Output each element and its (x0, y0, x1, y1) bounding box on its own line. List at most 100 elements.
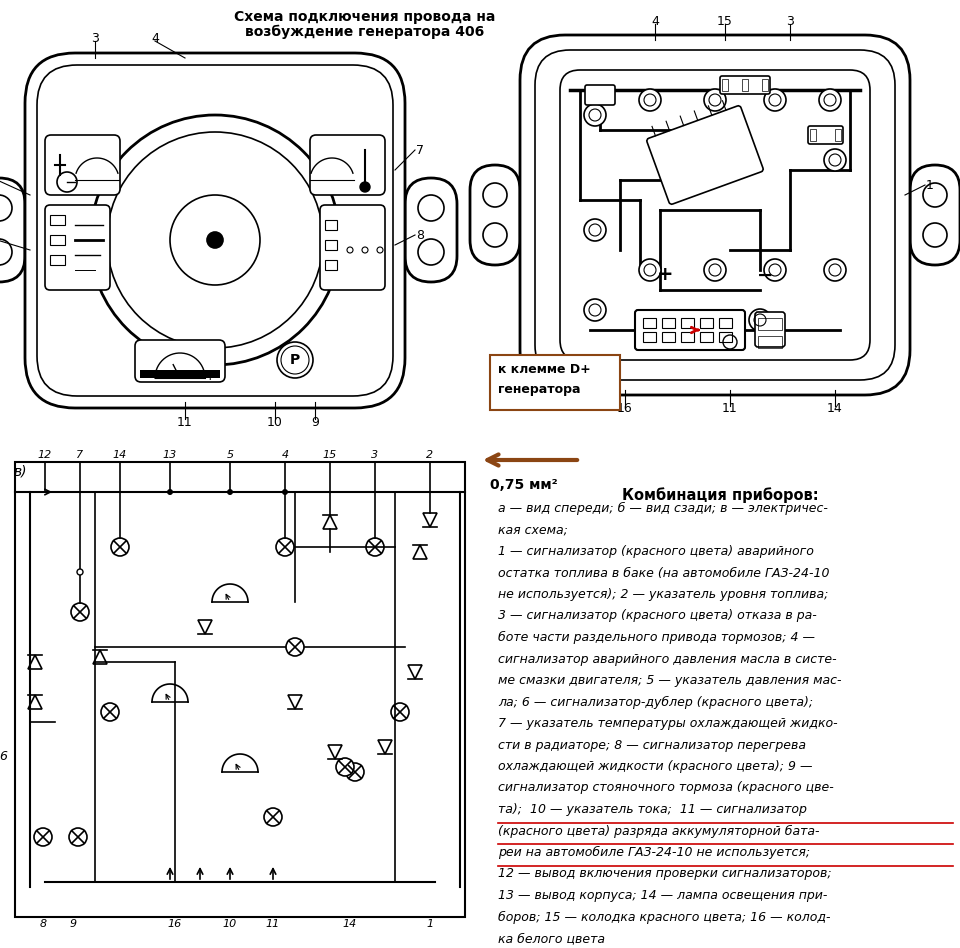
Bar (50, 235, 65, 245)
Text: 6: 6 (0, 751, 7, 763)
FancyBboxPatch shape (320, 205, 385, 290)
FancyBboxPatch shape (0, 178, 25, 282)
Text: боте части раздельного привода тормозов; 4 —: боте части раздельного привода тормозов;… (498, 631, 815, 644)
Bar (325, 240, 337, 250)
FancyBboxPatch shape (25, 53, 405, 408)
Bar (643, 332, 656, 342)
Bar (810, 129, 816, 141)
Text: охлаждающей жидкости (красного цвета); 9 —: охлаждающей жидкости (красного цвета); 9… (498, 760, 812, 773)
Bar (835, 129, 841, 141)
Bar (325, 260, 337, 270)
Text: к клемме D+: к клемме D+ (498, 363, 590, 376)
FancyBboxPatch shape (470, 165, 520, 265)
Circle shape (34, 828, 52, 846)
Circle shape (391, 703, 409, 721)
Text: 1 — сигнализатор (красного цвета) аварийного: 1 — сигнализатор (красного цвета) аварий… (498, 545, 814, 558)
Text: 3: 3 (786, 14, 794, 27)
Text: 13: 13 (163, 450, 178, 460)
Bar (662, 318, 675, 328)
Circle shape (483, 183, 507, 207)
Bar (681, 332, 694, 342)
Text: P: P (290, 353, 300, 367)
Circle shape (584, 299, 606, 321)
Text: 16: 16 (617, 403, 633, 415)
Circle shape (0, 239, 12, 265)
Circle shape (584, 104, 606, 126)
Text: остатка топлива в баке (на автомобиле ГАЗ-24-10: остатка топлива в баке (на автомобиле ГА… (498, 567, 829, 579)
Bar (325, 220, 337, 230)
Text: Схема подключения провода на: Схема подключения провода на (234, 10, 495, 24)
Circle shape (57, 172, 77, 192)
Text: та);  10 — указатель тока;  11 — сигнализатор: та); 10 — указатель тока; 11 — сигнализа… (498, 803, 806, 816)
Circle shape (483, 223, 507, 247)
Text: 2: 2 (426, 450, 434, 460)
Text: +: + (204, 370, 215, 382)
Circle shape (282, 489, 288, 495)
Circle shape (584, 219, 606, 241)
Text: сигнализатор стояночного тормоза (красного цве-: сигнализатор стояночного тормоза (красно… (498, 781, 833, 794)
Circle shape (69, 828, 87, 846)
Circle shape (704, 89, 726, 111)
Bar (681, 318, 694, 328)
Circle shape (336, 758, 354, 776)
Text: 12 — вывод включения проверки сигнализаторов;: 12 — вывод включения проверки сигнализат… (498, 867, 831, 881)
Bar (700, 332, 713, 342)
Text: реи на автомобиле ГАЗ-24-10 не используется;: реи на автомобиле ГАЗ-24-10 не используе… (498, 846, 810, 859)
Text: сигнализатор аварийного давления масла в систе-: сигнализатор аварийного давления масла в… (498, 652, 836, 665)
Bar (700, 318, 713, 328)
Text: 10: 10 (267, 415, 283, 428)
Text: 1: 1 (926, 178, 934, 191)
Circle shape (418, 239, 444, 265)
FancyBboxPatch shape (310, 135, 385, 195)
Text: 3: 3 (91, 31, 99, 45)
Circle shape (923, 223, 947, 247)
Text: 9: 9 (311, 415, 319, 428)
Bar (490, 355, 620, 410)
Text: 9: 9 (69, 919, 77, 929)
Circle shape (286, 638, 304, 656)
Bar (719, 332, 732, 342)
FancyBboxPatch shape (45, 205, 110, 290)
Circle shape (639, 89, 661, 111)
Text: +: + (657, 265, 673, 284)
Bar (50, 255, 65, 265)
Text: 5: 5 (227, 450, 233, 460)
Text: Комбинация приборов:: Комбинация приборов: (622, 487, 818, 502)
Text: 11: 11 (266, 919, 280, 929)
Circle shape (346, 763, 364, 781)
Text: 7 — указатель температуры охлаждающей жидко-: 7 — указатель температуры охлаждающей жи… (498, 717, 838, 730)
Text: 3 — сигнализатор (красного цвета) отказа в ра-: 3 — сигнализатор (красного цвета) отказа… (498, 610, 817, 623)
Circle shape (276, 538, 294, 556)
Bar (758, 336, 782, 348)
Circle shape (639, 259, 661, 281)
Circle shape (101, 703, 119, 721)
Bar (742, 79, 748, 91)
Text: 8: 8 (39, 919, 47, 929)
Text: 14: 14 (113, 450, 127, 460)
Text: 10: 10 (223, 919, 237, 929)
FancyBboxPatch shape (520, 35, 910, 395)
Bar (762, 79, 768, 91)
FancyBboxPatch shape (808, 126, 843, 144)
Bar (50, 215, 65, 225)
Circle shape (366, 538, 384, 556)
Text: 12: 12 (37, 450, 52, 460)
Circle shape (749, 309, 771, 331)
Circle shape (819, 89, 841, 111)
FancyBboxPatch shape (405, 178, 457, 282)
Text: 7: 7 (77, 450, 84, 460)
Text: 0,75 мм²: 0,75 мм² (490, 478, 558, 492)
FancyBboxPatch shape (720, 76, 770, 94)
Circle shape (90, 115, 340, 365)
Circle shape (167, 489, 173, 495)
Circle shape (111, 538, 129, 556)
Text: 3: 3 (372, 450, 378, 460)
Bar (722, 79, 728, 91)
Bar (719, 318, 732, 328)
Text: ме смазки двигателя; 5 — указатель давления мас-: ме смазки двигателя; 5 — указатель давле… (498, 674, 842, 687)
Text: 1: 1 (426, 919, 434, 929)
Bar (140, 370, 220, 378)
Text: 14: 14 (343, 919, 357, 929)
Circle shape (764, 89, 786, 111)
Text: в): в) (13, 464, 27, 478)
